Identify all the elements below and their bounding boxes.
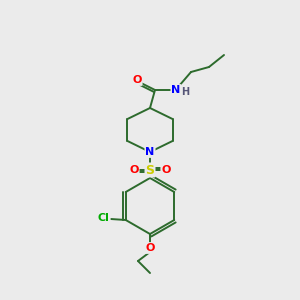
Text: N: N (171, 85, 181, 95)
Text: O: O (132, 75, 142, 85)
Text: S: S (146, 164, 154, 176)
Text: H: H (181, 87, 189, 97)
Text: Cl: Cl (98, 213, 110, 223)
Text: N: N (146, 147, 154, 157)
Text: O: O (129, 165, 139, 175)
Text: O: O (161, 165, 171, 175)
Text: O: O (145, 243, 155, 253)
